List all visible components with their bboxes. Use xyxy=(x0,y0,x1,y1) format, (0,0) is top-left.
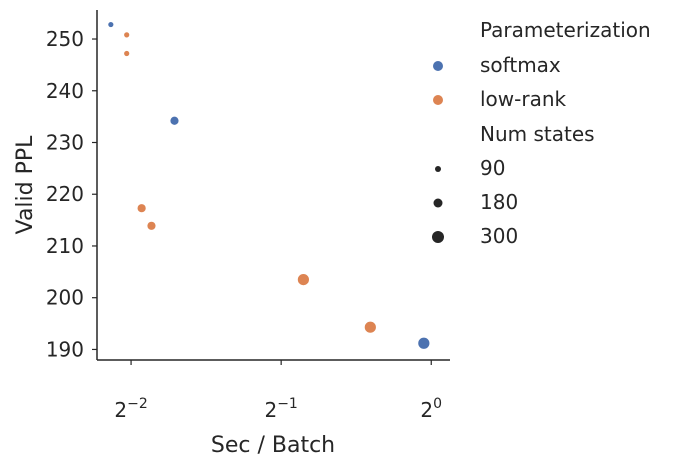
y-tick-label: 200 xyxy=(46,286,84,310)
y-tick-label: 220 xyxy=(46,182,84,206)
y-tick-label: 250 xyxy=(46,27,84,51)
legend-label-softmax: softmax xyxy=(480,53,561,77)
legend-marker-size-300 xyxy=(432,231,444,243)
point-low-rank xyxy=(123,31,131,39)
point-softmax xyxy=(417,336,431,350)
y-tick-label: 230 xyxy=(46,130,84,154)
legend-marker-low-rank xyxy=(433,95,443,105)
legend-marker-softmax xyxy=(433,61,443,71)
legend-label-low-rank: low-rank xyxy=(480,87,567,111)
y-ticks: 190 200 210 220 230 240 250 xyxy=(46,27,97,361)
x-tick-label: 2−2 xyxy=(114,396,147,422)
point-softmax xyxy=(107,21,115,28)
y-tick-label: 240 xyxy=(46,79,84,103)
legend-label-size-90: 90 xyxy=(480,156,505,180)
x-axis-title: Sec / Batch xyxy=(211,433,335,458)
plot-area xyxy=(107,21,431,350)
point-low-rank xyxy=(146,220,157,231)
legend-hue-title: Parameterization xyxy=(480,18,651,42)
point-low-rank xyxy=(297,273,310,287)
x-tick-label: 20 xyxy=(420,396,442,422)
legend: Parameterization softmax low-rank Num st… xyxy=(432,18,651,248)
x-tick-label: 2−1 xyxy=(264,396,297,422)
legend-label-size-300: 300 xyxy=(480,224,518,248)
y-tick-label: 210 xyxy=(46,234,84,258)
legend-marker-size-90 xyxy=(435,166,441,172)
point-low-rank xyxy=(136,203,147,214)
legend-label-size-180: 180 xyxy=(480,190,518,214)
y-tick-label: 190 xyxy=(46,337,84,361)
axes: Sec / Batch Valid PPL xyxy=(13,10,450,458)
y-axis-title: Valid PPL xyxy=(13,135,38,235)
point-softmax xyxy=(169,115,180,126)
point-low-rank xyxy=(363,320,377,334)
legend-size-title: Num states xyxy=(480,122,595,146)
x-ticks: 2−2 2−1 20 xyxy=(114,360,442,422)
point-low-rank xyxy=(123,50,131,57)
legend-marker-size-180 xyxy=(433,198,443,208)
